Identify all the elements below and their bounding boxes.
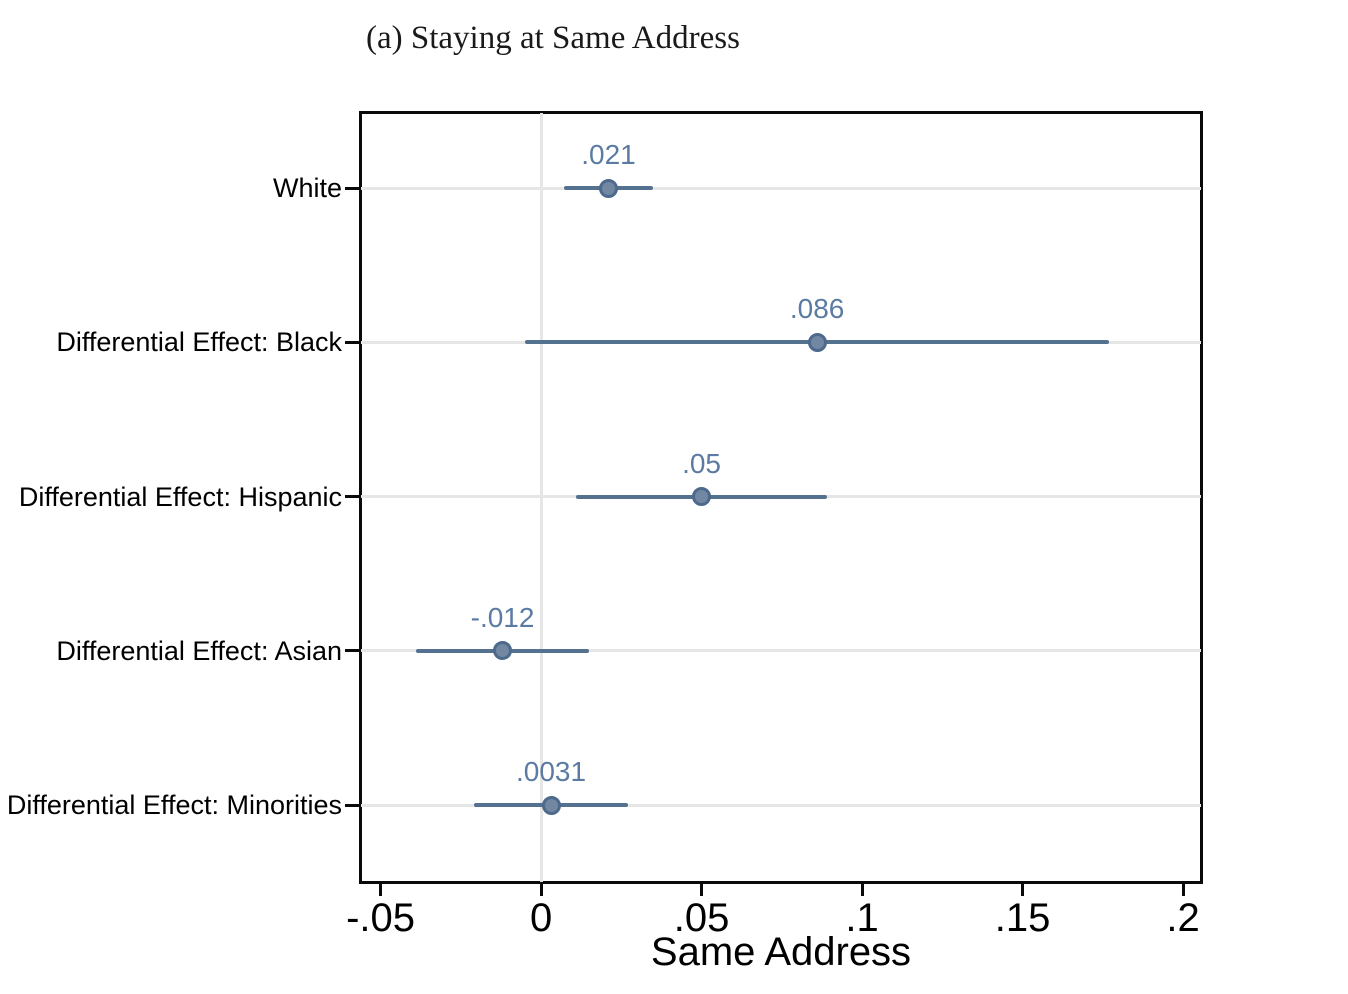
x-axis-tick [700, 883, 704, 896]
y-axis-tick [345, 649, 359, 653]
x-axis-tick [1181, 883, 1185, 896]
point-estimate-marker [493, 641, 513, 661]
estimate-value-label: -.012 [470, 601, 535, 633]
estimate-value-label: .0031 [515, 756, 587, 787]
category-label: Differential Effect: Hispanic [18, 481, 342, 512]
x-axis-tick-label: .2 [1166, 896, 1200, 940]
category-label: Differential Effect: Asian [56, 635, 342, 666]
point-estimate-marker [692, 487, 712, 506]
x-axis-tick-label: -.05 [346, 896, 416, 940]
category-label: Differential Effect: Minorities [6, 790, 342, 820]
category-label: Differential Effect: Black [56, 327, 342, 358]
estimate-value-label: .086 [789, 293, 845, 325]
category-gridline [361, 649, 1201, 653]
y-axis-tick [345, 186, 359, 190]
x-axis-tick-label: .05 [673, 896, 730, 940]
x-axis-tick [539, 883, 543, 896]
category-label: White [272, 173, 342, 203]
category-gridline [361, 186, 1201, 190]
plot-area: White .021 Differential Effect: Black .086 D… [7, 111, 1203, 940]
estimate-value-label: .021 [581, 139, 636, 170]
point-estimate-marker [541, 795, 561, 815]
point-estimate-marker [807, 332, 827, 352]
x-axis-tick-label: .15 [994, 896, 1051, 940]
y-axis-tick [345, 803, 359, 807]
x-axis-title: Same Address [650, 930, 912, 974]
estimate-value-label: .05 [682, 447, 722, 479]
x-axis-tick [1021, 883, 1025, 896]
x-axis-tick [860, 883, 864, 896]
point-estimate-marker [598, 178, 618, 198]
category-gridline [361, 803, 1201, 807]
x-axis-tick-label: 0 [529, 896, 553, 940]
x-axis-tick-label: .1 [845, 896, 879, 940]
x-axis-tick [379, 883, 383, 896]
y-axis-tick [345, 495, 359, 498]
chart-title: (a) Staying at Same Address [366, 20, 740, 56]
y-axis-tick [345, 340, 359, 344]
